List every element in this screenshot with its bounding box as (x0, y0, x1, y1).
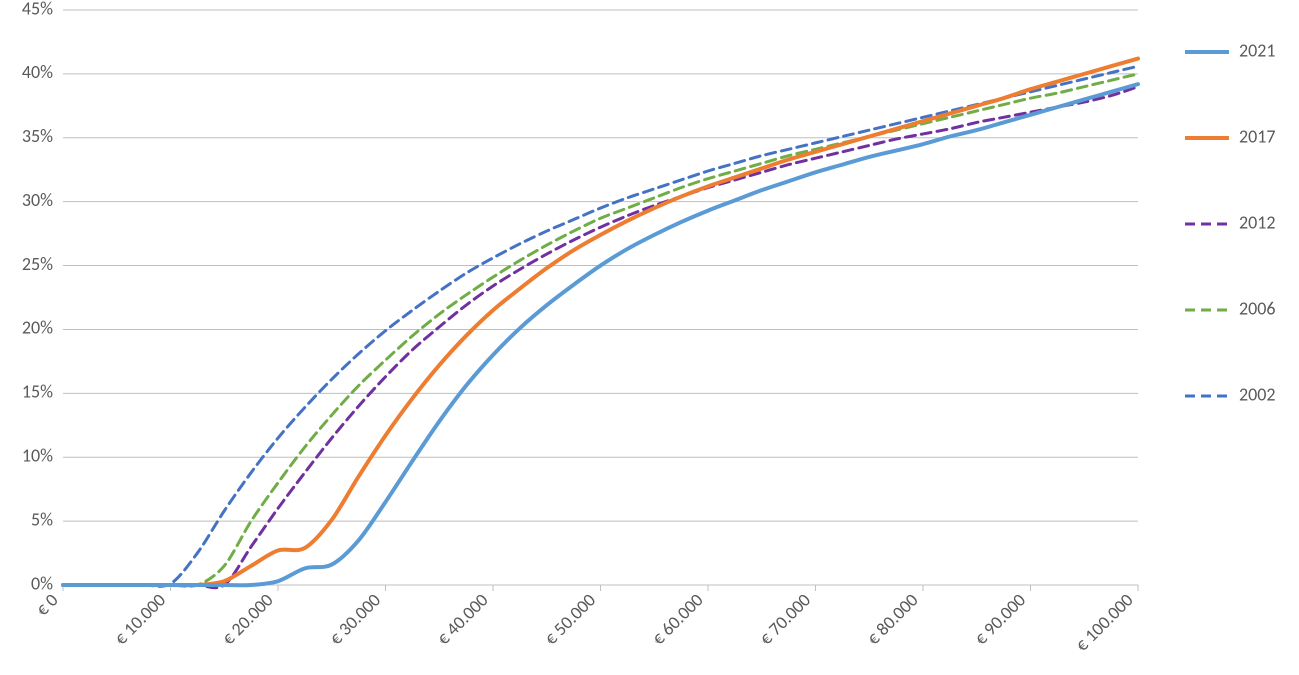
legend-label: 2002 (1239, 383, 1276, 405)
y-tick-label: 20% (22, 317, 53, 339)
legend-label: 2012 (1239, 211, 1276, 233)
y-tick-label: 35% (22, 125, 53, 147)
legend-label: 2021 (1239, 39, 1276, 61)
y-tick-label: 10% (22, 445, 53, 467)
y-tick-label: 45% (22, 0, 53, 19)
y-tick-label: 40% (22, 61, 53, 83)
chart-svg: 0%5%10%15%20%25%30%35%40%45%€ 0€ 10.000€… (0, 0, 1299, 675)
y-tick-label: 0% (31, 572, 53, 594)
line-chart: 0%5%10%15%20%25%30%35%40%45%€ 0€ 10.000€… (0, 0, 1299, 675)
y-tick-label: 25% (22, 253, 53, 275)
legend-label: 2006 (1239, 297, 1276, 319)
y-tick-label: 15% (22, 381, 53, 403)
legend-label: 2017 (1239, 125, 1276, 147)
y-tick-label: 5% (31, 508, 53, 530)
chart-bg (0, 0, 1299, 675)
y-tick-label: 30% (22, 189, 53, 211)
